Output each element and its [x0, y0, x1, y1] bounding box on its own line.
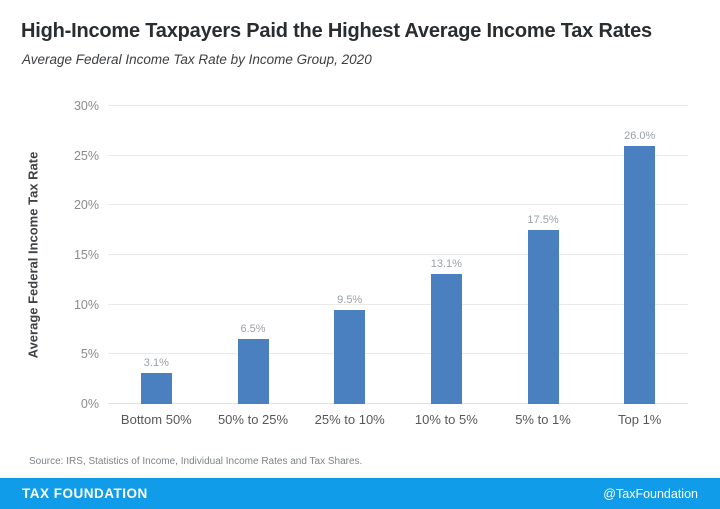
twitter-handle: @TaxFoundation	[603, 486, 698, 501]
y-axis-title: Average Federal Income Tax Rate	[25, 151, 41, 359]
x-axis-labels: Bottom 50% 50% to 25% 25% to 10% 10% to 5% 5…	[108, 412, 688, 427]
x-axis-label: Top 1%	[618, 412, 662, 427]
plot-area: 3.1% 6.5% 9.5% 13.1% 17.5% 26.0% 0% 5% 10% 15% 20…	[74, 99, 688, 411]
bar	[237, 339, 269, 404]
gridline	[108, 254, 688, 255]
chart-title: High-Income Taxpayers Paid the Highest A…	[21, 20, 652, 42]
bar-value-label: 3.1%	[143, 357, 169, 370]
bar-column: 26.0%	[591, 106, 688, 404]
x-axis-label: 50% to 25%	[217, 412, 289, 427]
bar	[334, 309, 366, 404]
y-tick-label: 0%	[80, 397, 99, 411]
bar-value-label: 6.5%	[240, 323, 266, 336]
bar	[430, 273, 462, 404]
x-axis-label: 10% to 5%	[414, 412, 478, 427]
gridline	[108, 204, 688, 206]
bar-column: 13.1%	[398, 106, 495, 404]
bar-value-label: 17.5%	[527, 214, 559, 227]
bar	[624, 145, 656, 404]
gridline	[108, 105, 688, 106]
bar-column: 6.5%	[205, 106, 302, 404]
y-tick-label: 20%	[73, 198, 99, 213]
bar	[140, 373, 172, 404]
brand-name: TAX FOUNDATION	[22, 486, 148, 501]
bar-value-label: 9.5%	[337, 293, 363, 306]
bars-container: 3.1% 6.5% 9.5% 13.1% 17.5% 26.0%	[108, 106, 688, 404]
y-tick-label: 5%	[80, 347, 99, 362]
y-tick-label: 25%	[73, 148, 99, 163]
footer-bar: TAX FOUNDATION @TaxFoundation	[0, 478, 720, 509]
gridline	[108, 353, 688, 355]
bar-value-label: 26.0%	[624, 129, 656, 142]
bar-column: 9.5%	[301, 106, 398, 404]
bar-column: 3.1%	[108, 106, 205, 404]
x-axis-label: 25% to 10%	[314, 412, 385, 427]
gridline	[108, 303, 688, 305]
source-note: Source: IRS, Statistics of Income, Indiv…	[29, 456, 363, 467]
y-tick-label: 10%	[73, 297, 99, 312]
gridline	[108, 154, 688, 156]
bar	[527, 230, 559, 404]
x-axis-label: 5% to 1%	[515, 412, 571, 427]
y-tick-label: 30%	[73, 99, 99, 113]
bar-value-label: 13.1%	[430, 257, 462, 270]
chart-subtitle: Average Federal Income Tax Rate by Incom…	[22, 52, 372, 67]
x-axis-label: Bottom 50%	[120, 412, 192, 427]
gridline	[108, 403, 688, 404]
bar-column: 17.5%	[495, 106, 592, 404]
y-tick-label: 15%	[73, 248, 99, 262]
